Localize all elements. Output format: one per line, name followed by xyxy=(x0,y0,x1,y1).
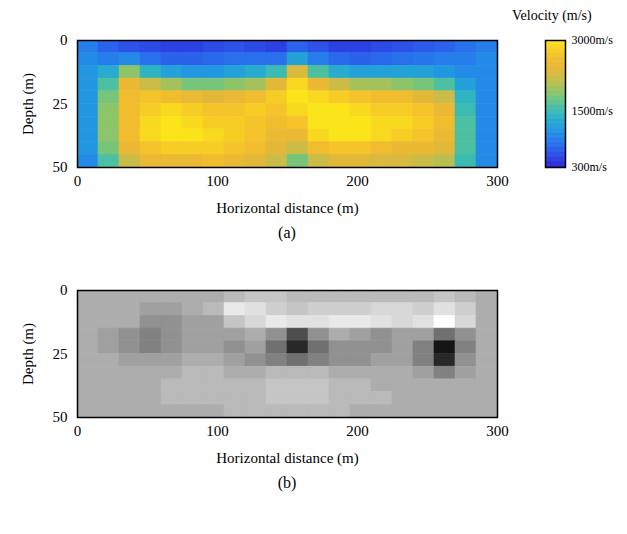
svg-text:300: 300 xyxy=(486,423,509,439)
svg-text:0: 0 xyxy=(74,423,82,439)
svg-text:25: 25 xyxy=(53,96,68,112)
svg-text:200: 200 xyxy=(346,173,369,189)
svg-text:300m/s: 300m/s xyxy=(572,160,608,174)
svg-text:Depth (m): Depth (m) xyxy=(20,323,37,385)
svg-text:0: 0 xyxy=(74,173,82,189)
svg-text:Horizontal distance (m): Horizontal distance (m) xyxy=(216,200,358,217)
svg-text:Depth (m): Depth (m) xyxy=(20,73,37,135)
svg-text:100: 100 xyxy=(206,423,229,439)
svg-text:300: 300 xyxy=(486,173,509,189)
html-text:Velocity (m/s): Velocity (m/s) xyxy=(512,8,592,23)
svg-text:Horizontal distance (m): Horizontal distance (m) xyxy=(216,450,358,467)
svg-text:50: 50 xyxy=(53,159,68,175)
svg-text:3000m/s: 3000m/s xyxy=(572,33,614,47)
svg-text:200: 200 xyxy=(346,423,369,439)
html-text:(b): (b) xyxy=(277,474,297,491)
html-text:(a): (a) xyxy=(278,224,296,241)
svg-text:0: 0 xyxy=(60,282,68,298)
svg-text:1500m/s: 1500m/s xyxy=(572,104,614,118)
svg-text:0: 0 xyxy=(60,32,68,48)
svg-text:50: 50 xyxy=(53,409,68,425)
svg-text:100: 100 xyxy=(206,173,229,189)
svg-text:25: 25 xyxy=(53,346,68,362)
